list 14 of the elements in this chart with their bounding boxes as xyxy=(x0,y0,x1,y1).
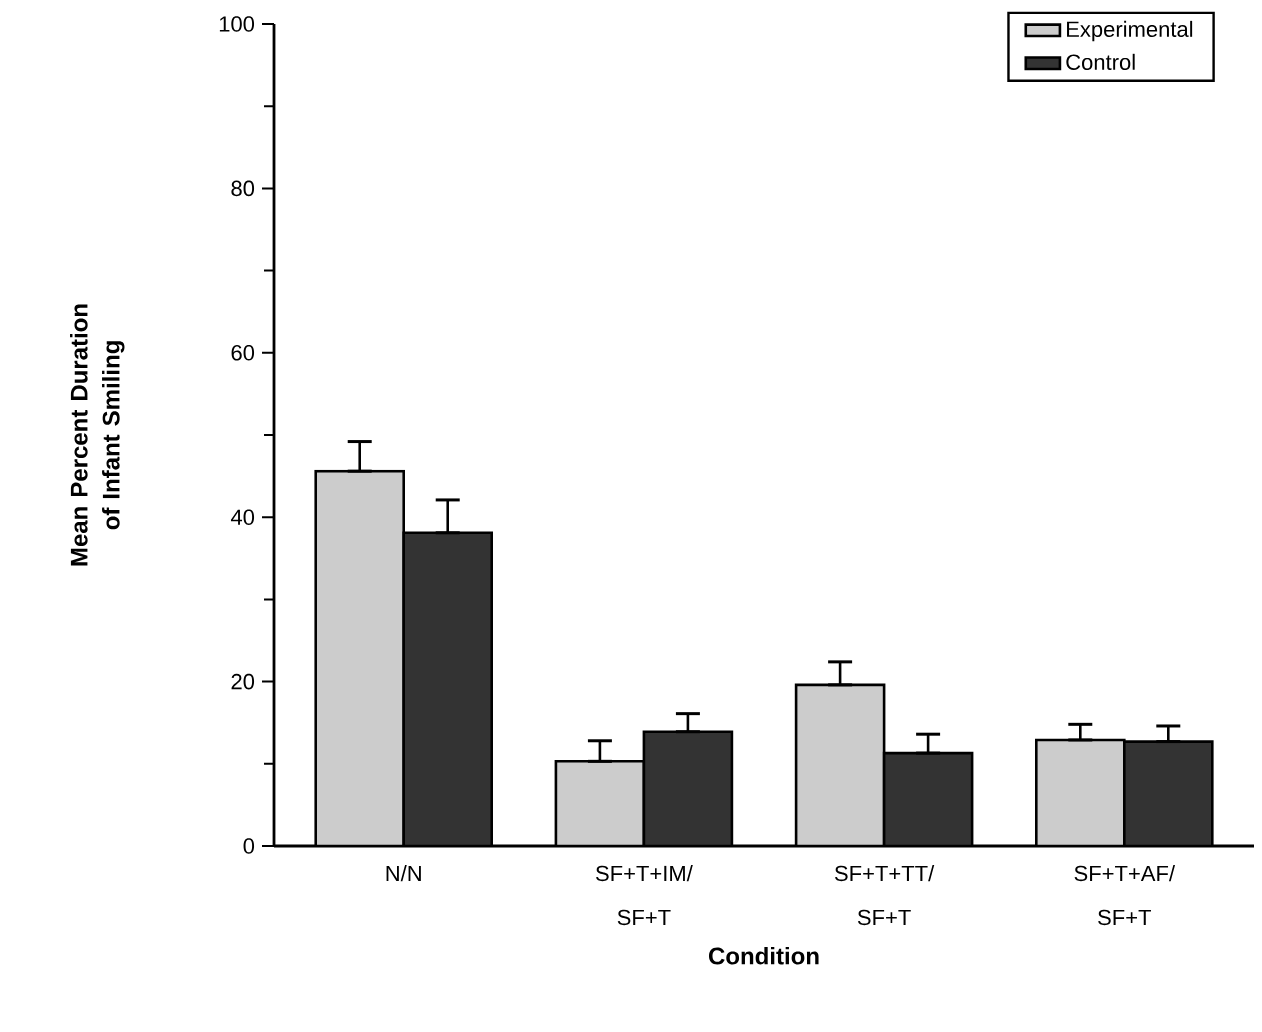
x-axis-title: Condition xyxy=(709,946,819,965)
y-tick-label: 60 xyxy=(231,345,255,361)
y-axis-title: Mean Percent Duration of Infant Smiling xyxy=(70,304,125,566)
legend-label: Control xyxy=(1066,53,1135,70)
category-label: SF+T+IM/ SF+T xyxy=(596,865,693,926)
y-tick-label: 0 xyxy=(243,838,255,854)
x-tick-label: N/N xyxy=(386,865,421,882)
y-tick-label: 40 xyxy=(230,509,255,525)
category-label: SF+T+AF/ SF+T xyxy=(1074,865,1176,926)
y-tick-label: 20 xyxy=(231,673,255,690)
y-tick-label: 100 xyxy=(219,16,255,32)
y-tick-label: 80 xyxy=(231,180,255,197)
category-label: SF+T+TT/ SF+T xyxy=(834,865,935,926)
legend-label: Experimental xyxy=(1067,20,1193,42)
